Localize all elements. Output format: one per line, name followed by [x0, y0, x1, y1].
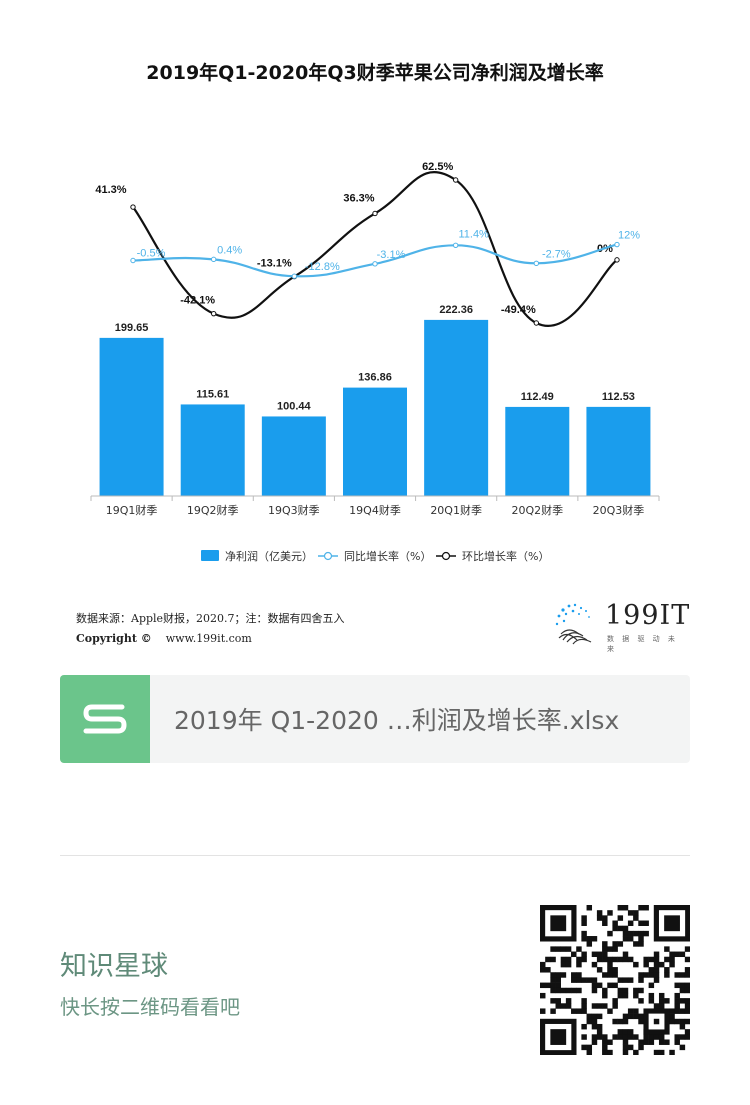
logo-tagline: 数 据 驱 动 未 来: [607, 635, 678, 653]
bar-value-label: 112.49: [521, 391, 554, 403]
x-tick-label: 19Q1财季: [106, 503, 158, 517]
attachment-file-name: 2019年 Q1-2020 …利润及增长率.xlsx: [174, 706, 620, 735]
qoq-label: -49.4%: [501, 304, 536, 316]
bar-value-label: 199.65: [115, 322, 149, 334]
qoq-point: [210, 310, 217, 317]
qoq-label: -42.1%: [180, 295, 215, 307]
spreadsheet-file-icon: [60, 675, 150, 763]
yoy-label: -3.1%: [377, 249, 406, 261]
legend-bar-label: 净利润（亿美元）: [225, 549, 313, 563]
bar: [261, 416, 326, 496]
bar-value-label: 112.53: [602, 391, 635, 403]
bar: [586, 406, 651, 496]
199it-logo: 199IT 数 据 驱 动 未 来: [553, 600, 693, 653]
x-tick-label: 20Q1财季: [430, 503, 482, 517]
qoq-point: [614, 257, 620, 263]
legend-yoy-label: 同比增长率（%）: [344, 549, 431, 563]
yoy-label: 12%: [618, 230, 640, 242]
bar: [424, 319, 489, 496]
net-profit-growth-chart: 199.65 115.61 100.44 136.86 222.36 112.49 112.…: [90, 161, 660, 563]
qoq-point: [130, 204, 136, 210]
x-tick-label: 19Q4财季: [349, 503, 401, 517]
qoq-point: [533, 320, 540, 326]
source-note: 数据来源：Apple财报，2020.7；注：数据有四舍五入 Copyright …: [76, 609, 345, 649]
logo-text: 199IT: [605, 600, 691, 631]
bar-value-label: 136.86: [358, 372, 392, 384]
chart-title: 2019年Q1-2020年Q3财季苹果公司净利润及增长率: [146, 62, 604, 84]
legend-bar-swatch: [201, 550, 219, 561]
website-link[interactable]: www.199it.com: [165, 632, 252, 645]
dandelion-logo-icon: [555, 603, 592, 645]
x-tick-label: 20Q3财季: [593, 503, 645, 517]
promo-title: 知识星球: [60, 951, 168, 982]
yoy-label: -0.5%: [137, 248, 166, 260]
qoq-label: 62.5%: [422, 161, 453, 173]
legend-qoq-marker: [441, 551, 451, 561]
bar-value-label: 100.44: [277, 400, 312, 412]
source-text: 数据来源：Apple财报，2020.7；注：数据有四舍五入: [76, 612, 345, 625]
yoy-point: [452, 242, 459, 249]
qr-code-icon[interactable]: [540, 905, 690, 1055]
x-tick-label: 20Q2财季: [511, 503, 563, 517]
yoy-point: [291, 273, 298, 279]
qoq-label: 36.3%: [343, 192, 374, 204]
attachment-card[interactable]: 2019年 Q1-2020 …利润及增长率.xlsx: [60, 675, 690, 763]
x-tick-label: 19Q3财季: [268, 503, 320, 517]
qoq-point: [372, 210, 378, 217]
copyright-text: Copyright ©: [76, 632, 152, 645]
bar: [99, 337, 164, 496]
yoy-label: 11.4%: [458, 228, 489, 240]
yoy-point: [372, 261, 378, 267]
legend-yoy-marker: [323, 551, 333, 561]
yoy-label: -2.7%: [542, 248, 571, 260]
yoy-point: [130, 257, 136, 264]
qoq-point: [452, 177, 459, 183]
bar: [180, 404, 245, 496]
qoq-label: -13.1%: [257, 258, 292, 270]
yoy-point: [210, 256, 217, 263]
yoy-label: -12.8%: [305, 261, 340, 273]
yoy-label: 0.4%: [217, 244, 242, 256]
bar: [343, 387, 407, 496]
yoy-point: [533, 260, 540, 267]
yoy-point: [614, 241, 620, 248]
bar: [505, 406, 570, 496]
legend-qoq-label: 环比增长率（%）: [462, 549, 549, 563]
qoq-label: 41.3%: [95, 184, 126, 196]
bar-value-label: 115.61: [196, 388, 229, 400]
promo-subtitle: 快长按二维码看看吧: [60, 995, 240, 1019]
x-tick-label: 19Q2财季: [187, 503, 239, 517]
bar-value-label: 222.36: [439, 304, 473, 316]
section-divider: [60, 855, 690, 856]
